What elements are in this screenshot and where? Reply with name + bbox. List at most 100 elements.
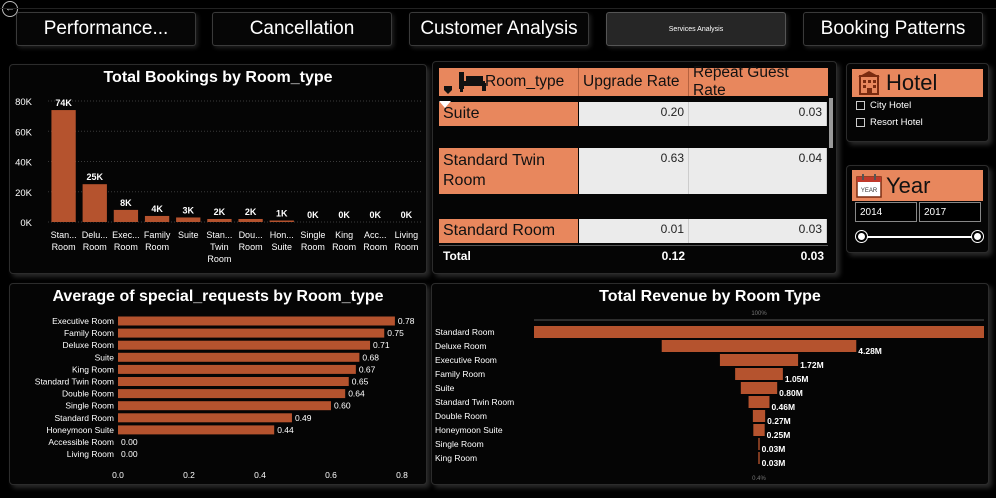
y-tick-label: 60K [15,127,33,138]
x-tick-label: Stan... [206,230,232,240]
data-label: 1K [276,208,288,218]
y-tick-label: Double Room [62,389,114,399]
header-room-type[interactable]: Room_type [439,68,579,96]
table-total-upgrade: 0.12 [661,248,685,263]
y-tick-label: Honeymoon Suite [46,425,114,435]
tab-customer-analysis[interactable]: Customer Analysis [409,12,589,46]
funnel-bottom-percent: 0.4% [752,476,766,482]
calendar-icon-text: YEAR [861,188,878,194]
data-label: 4K [151,204,163,214]
bar [176,217,201,222]
category-label: King Room [435,453,477,463]
tab-performance[interactable]: Performance... [16,12,196,46]
bookings-chart-panel: Total Bookings by Room_type 0K 20K 40K 60K 8… [9,64,427,274]
category-label: Family Room [435,369,485,379]
sort-icon[interactable] [439,96,451,108]
category-label: Executive Room [435,355,497,365]
data-label: 0.00 [121,437,138,447]
x-tick-label: Room [52,242,76,252]
table-total-repeat: 0.03 [800,248,824,263]
y-tick-label: Standard Room [54,413,114,423]
funnel-bar [661,340,857,352]
data-label: 8K [120,198,132,208]
y-tick-label: Living Room [67,449,114,459]
x-tick-label: 0.8 [396,470,408,480]
checkbox[interactable] [856,118,865,127]
x-tick-label: Room [363,242,387,252]
header-repeat-guest-rate[interactable]: Repeat Guest Rate [693,64,789,99]
x-tick-label: Suite [178,230,199,240]
y-tick-label: Family Room [64,328,114,338]
year-slider-start-handle[interactable] [855,230,868,243]
table-scrollbar[interactable] [829,98,833,148]
data-label: 74K [55,98,72,108]
x-tick-label: Room [83,242,107,252]
x-tick-label: Dou... [239,230,263,240]
hotel-option-city[interactable]: City Hotel [856,100,911,111]
hotel-slicer: Hotel City Hotel Resort Hotel [846,63,989,142]
x-tick-label: Suite [271,242,292,252]
year-to-input[interactable]: 2017 [919,202,981,222]
tab-services-analysis[interactable]: Services Analysis [606,12,786,46]
x-tick-label: Stan... [51,230,77,240]
table-cell-repeat: 0.04 [689,148,827,194]
x-tick-label: Hon... [270,230,294,240]
data-label: 0.44 [277,425,294,435]
table-cell-upgrade: 0.20 [579,102,689,126]
year-slicer-header: YEAR Year [852,170,983,201]
data-label: 2K [245,207,257,217]
bar [113,209,139,222]
hotel-option-resort[interactable]: Resort Hotel [856,117,923,128]
data-label: 0.65 [352,377,369,387]
funnel-bar [752,410,766,422]
funnel-bar [748,396,770,408]
y-tick-label: Deluxe Room [63,340,115,350]
data-label: 0.03M [762,444,786,454]
hotel-slicer-header: Hotel [852,69,983,97]
year-slider-end-handle[interactable] [971,230,984,243]
x-tick-label: Exec... [112,230,140,240]
data-label: 0.80M [779,388,803,398]
table-row-name[interactable]: Standard Room [439,219,578,243]
bar [82,184,107,222]
data-label: 0.67 [359,364,376,374]
data-label: 0K [307,210,319,220]
year-slider-track[interactable] [861,236,977,238]
table-total-row: Total 0.12 0.03 [439,245,828,265]
bar [118,377,349,386]
y-tick-label: 80K [15,97,33,108]
y-tick-label: Accessible Room [48,437,114,447]
table-row-name[interactable]: Standard Twin Room [439,148,578,194]
x-tick-label: Room [239,242,263,252]
x-tick-label: 0.0 [112,470,124,480]
x-tick-label: Room [332,242,356,252]
bookings-chart: 0K 20K 40K 60K 80K 74K Stan... Room 25K Delu... Ro… [15,97,422,264]
data-label: 0.49 [295,413,312,423]
y-tick-label: Standard Twin Room [35,377,114,387]
data-label: 0.71 [373,340,390,350]
bar [118,413,292,423]
special-requests-chart-title: Average of special_requests by Room_type [52,288,384,305]
revenue-chart-panel: Total Revenue by Room Type 100% Standard … [431,283,989,485]
category-label: Deluxe Room [435,341,487,351]
special-requests-chart-panel: Average of special_requests by Room_type… [9,283,427,485]
x-tick-label: Room [145,242,169,252]
header-upgrade-rate[interactable]: Upgrade Rate [579,68,689,96]
data-label: 2K [214,207,226,217]
data-label: 0.75 [387,328,404,338]
bar [118,401,331,411]
year-slicer: YEAR Year 2014 2017 [846,165,989,253]
year-from-input[interactable]: 2014 [855,202,917,222]
checkbox[interactable] [856,101,865,110]
y-tick-label: 40K [15,158,33,169]
table-row-name[interactable]: Suite [439,102,578,126]
bar [118,425,275,435]
year-slicer-title: Year [886,172,931,198]
tab-cancellation[interactable]: Cancellation [212,12,392,46]
tab-booking-patterns[interactable]: Booking Patterns [803,12,983,46]
y-tick-label: Suite [95,352,115,362]
bar [118,340,371,350]
category-label: Honeymoon Suite [435,425,503,435]
data-label: 25K [86,172,103,182]
data-label: 0.00 [121,449,138,459]
